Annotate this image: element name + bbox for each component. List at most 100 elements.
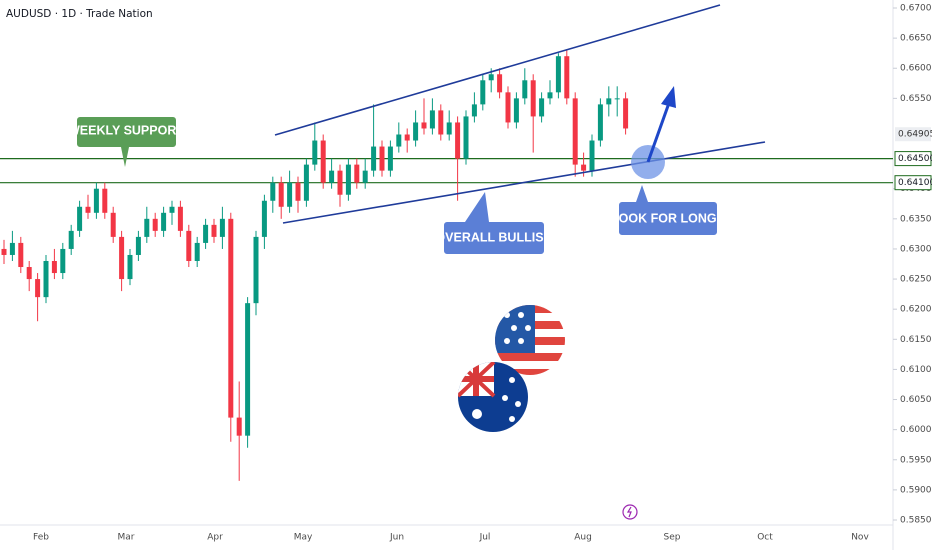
candle-body: [488, 74, 494, 81]
candles: [1, 50, 629, 481]
candle-body: [555, 56, 561, 93]
candle-body: [194, 242, 200, 261]
candle-body: [471, 104, 477, 117]
candle-body: [203, 224, 209, 243]
candle-body: [606, 98, 612, 105]
candle-body: [438, 110, 444, 135]
candle-body: [522, 80, 528, 99]
level-label-box: [894, 175, 932, 191]
candle-body: [581, 164, 587, 171]
candle-body: [1, 248, 7, 255]
candle-body: [60, 248, 66, 274]
candle-body: [396, 134, 402, 147]
candle-body: [219, 218, 225, 237]
candle-body: [169, 206, 175, 213]
candle-body: [387, 146, 393, 171]
candle-body: [51, 260, 57, 274]
level-label-box: [894, 151, 932, 167]
annotation: LOOK FOR LONGS: [611, 211, 725, 225]
arrow-shaft: [646, 102, 671, 163]
chart-title: AUDUSD · 1D · Trade Nation: [6, 8, 153, 20]
candle-body: [127, 254, 133, 280]
candle-body: [228, 218, 234, 418]
candle-body: [413, 122, 419, 141]
candle-body: [505, 92, 511, 123]
event-bolt: [626, 506, 632, 518]
candle-body: [144, 218, 150, 237]
annotation: WEEKLY SUPPORT: [68, 123, 184, 137]
candle-body: [35, 279, 41, 298]
candle-body: [446, 122, 452, 135]
level-label: 0.64100: [898, 178, 932, 188]
candle-body: [186, 230, 192, 261]
candle-body: [371, 146, 377, 171]
candle-body: [320, 140, 326, 183]
levels: [0, 157, 893, 184]
y-tick-label: 0.67000: [900, 4, 932, 14]
candle-body: [597, 104, 603, 141]
candle-body: [345, 164, 351, 195]
candle-body: [429, 110, 435, 129]
candle-body: [539, 98, 545, 117]
candle-body: [177, 206, 183, 231]
candle-body: [152, 218, 158, 231]
candle-body: [329, 170, 335, 183]
candle-body: [337, 170, 343, 195]
channel-upper: [274, 4, 721, 136]
callout-box: [619, 185, 717, 235]
x-tick-label: Apr: [207, 533, 223, 543]
candle-body: [211, 224, 217, 237]
candle-body: [93, 188, 99, 213]
candle-body: [253, 236, 259, 304]
candle-body: [68, 230, 74, 249]
x-tick-label: Sep: [664, 533, 681, 543]
candle-body: [547, 92, 553, 99]
candle-body: [379, 146, 385, 171]
x-tick-label: Feb: [33, 533, 49, 543]
annotation: OVERALL BULLISH: [435, 230, 552, 244]
x-tick-label: May: [294, 533, 313, 543]
candle-body: [455, 122, 461, 159]
candle-body: [261, 200, 267, 237]
candle-body: [119, 236, 125, 280]
price-label-box: [895, 127, 931, 142]
candle-body: [530, 80, 536, 117]
candle-body: [589, 140, 595, 171]
candle-body: [135, 236, 141, 255]
x-tick-label: Aug: [574, 533, 592, 543]
event-icon: [622, 504, 638, 520]
price-label: 0.64905: [898, 130, 932, 140]
x-tick-label: Jun: [389, 533, 404, 543]
candle-body: [43, 260, 49, 298]
arrow-head: [661, 86, 676, 108]
callout-weekly-support: WEEKLY SUPPORT: [68, 117, 184, 167]
callout-look-for-longs: LOOK FOR LONGS: [611, 185, 725, 235]
callout-overall-bullish: OVERALL BULLISH: [435, 192, 553, 254]
candle-body: [497, 74, 503, 93]
candle-body: [295, 182, 301, 201]
candle-body: [18, 242, 24, 268]
candle-body: [236, 417, 242, 436]
callout-box: [77, 117, 176, 167]
candle-body: [572, 98, 578, 165]
candle-body: [354, 164, 360, 183]
candle-body: [513, 98, 519, 123]
x-tick-label: Jul: [479, 533, 491, 543]
candle-body: [245, 303, 251, 436]
candle-body: [362, 170, 368, 183]
x-tick-label: Mar: [118, 533, 135, 543]
